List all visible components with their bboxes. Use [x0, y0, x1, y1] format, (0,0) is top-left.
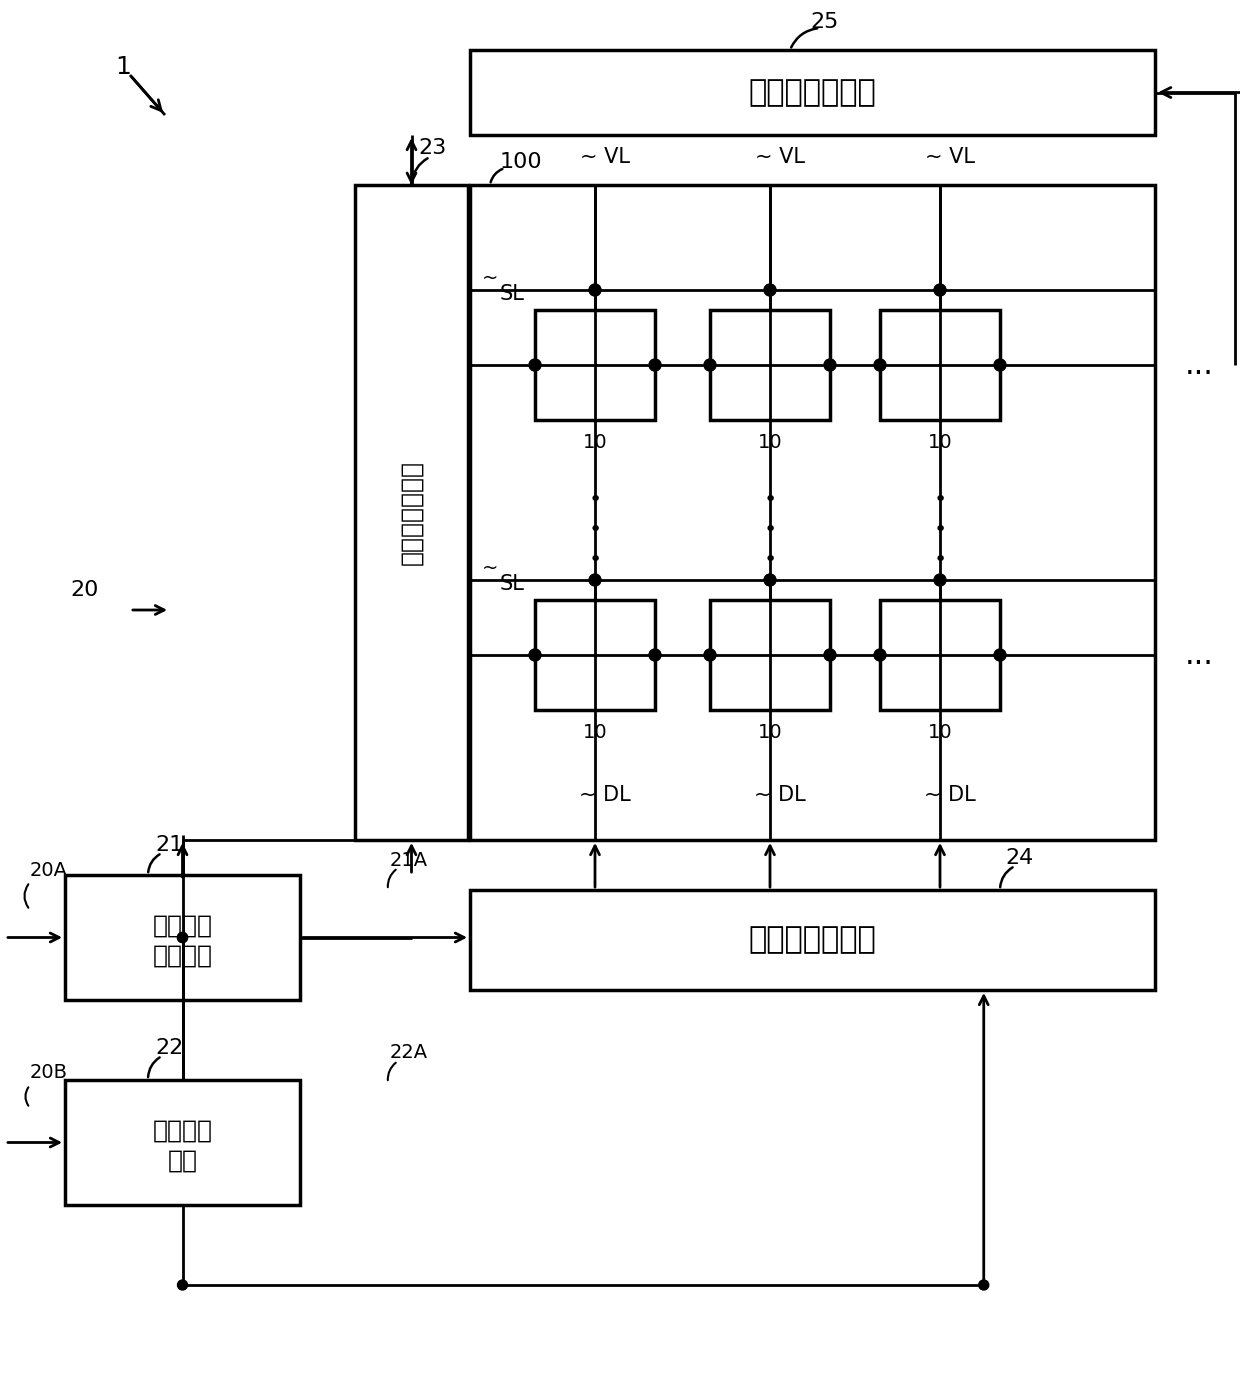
- Text: 25: 25: [810, 13, 838, 32]
- Circle shape: [994, 650, 1006, 661]
- Circle shape: [589, 284, 601, 296]
- Text: 20B: 20B: [30, 1064, 68, 1083]
- Text: •: •: [934, 520, 946, 539]
- Circle shape: [764, 574, 776, 585]
- Text: 20A: 20A: [30, 860, 68, 880]
- Circle shape: [978, 1280, 988, 1289]
- Bar: [355, 185, 467, 841]
- Text: 10: 10: [583, 432, 608, 452]
- Text: ~ DL: ~ DL: [754, 785, 806, 804]
- Text: •: •: [588, 551, 601, 570]
- Circle shape: [704, 650, 715, 661]
- Text: ~ VL: ~ VL: [580, 146, 630, 167]
- Circle shape: [934, 574, 946, 585]
- Circle shape: [704, 360, 715, 371]
- Text: ~ DL: ~ DL: [924, 785, 976, 804]
- Text: 22A: 22A: [391, 1044, 428, 1062]
- Circle shape: [529, 650, 541, 661]
- Text: 23: 23: [418, 138, 446, 158]
- Text: •: •: [934, 491, 946, 510]
- Text: ~ VL: ~ VL: [755, 146, 805, 167]
- Text: ...: ...: [1185, 350, 1214, 379]
- Text: ...: ...: [1185, 640, 1214, 669]
- Text: 21: 21: [155, 835, 184, 855]
- Bar: [64, 875, 300, 999]
- Circle shape: [529, 360, 541, 371]
- Text: SL: SL: [500, 284, 525, 304]
- Text: ~ VL: ~ VL: [925, 146, 975, 167]
- Circle shape: [177, 1280, 187, 1289]
- Circle shape: [934, 284, 946, 296]
- Text: 20: 20: [69, 580, 98, 599]
- Bar: [534, 599, 655, 710]
- Text: 10: 10: [583, 722, 608, 742]
- Text: ~ DL: ~ DL: [579, 785, 631, 804]
- Circle shape: [177, 933, 187, 942]
- Bar: [880, 309, 999, 420]
- Bar: [880, 599, 999, 710]
- Text: 1: 1: [115, 54, 131, 79]
- Text: 电路: 电路: [167, 1149, 197, 1172]
- Circle shape: [874, 650, 887, 661]
- Circle shape: [825, 650, 836, 661]
- Bar: [711, 309, 830, 420]
- Text: 100: 100: [500, 152, 543, 171]
- Text: 24: 24: [1004, 848, 1033, 868]
- Bar: [470, 50, 1154, 135]
- Circle shape: [764, 284, 776, 296]
- Text: 处理电路: 处理电路: [153, 944, 212, 967]
- Bar: [534, 309, 655, 420]
- Text: 10: 10: [928, 722, 952, 742]
- Text: ~: ~: [482, 269, 498, 289]
- Text: •: •: [764, 520, 776, 539]
- Circle shape: [589, 574, 601, 585]
- Text: •: •: [588, 491, 601, 510]
- Circle shape: [649, 360, 661, 371]
- Text: 视频信号: 视频信号: [153, 913, 212, 938]
- Text: •: •: [764, 491, 776, 510]
- Text: ~: ~: [482, 559, 498, 579]
- Bar: [470, 889, 1154, 990]
- Circle shape: [177, 933, 187, 942]
- Text: 10: 10: [758, 722, 782, 742]
- Circle shape: [874, 360, 887, 371]
- Bar: [64, 1080, 300, 1204]
- Text: 10: 10: [758, 432, 782, 452]
- Circle shape: [825, 360, 836, 371]
- Text: •: •: [934, 551, 946, 570]
- Circle shape: [649, 650, 661, 661]
- Bar: [470, 185, 1154, 841]
- Text: •: •: [588, 520, 601, 539]
- Circle shape: [994, 360, 1006, 371]
- Bar: [711, 599, 830, 710]
- Text: 10: 10: [928, 432, 952, 452]
- Text: 电源线驱动电路: 电源线驱动电路: [749, 78, 877, 107]
- Text: 时序生成: 时序生成: [153, 1118, 212, 1143]
- Text: SL: SL: [500, 574, 525, 594]
- Text: 扫描线驱动电路: 扫描线驱动电路: [399, 460, 424, 565]
- Text: 21A: 21A: [391, 850, 428, 870]
- Text: 22: 22: [155, 1039, 184, 1058]
- Text: 信号线驱动电路: 信号线驱动电路: [749, 926, 877, 955]
- Text: •: •: [764, 551, 776, 570]
